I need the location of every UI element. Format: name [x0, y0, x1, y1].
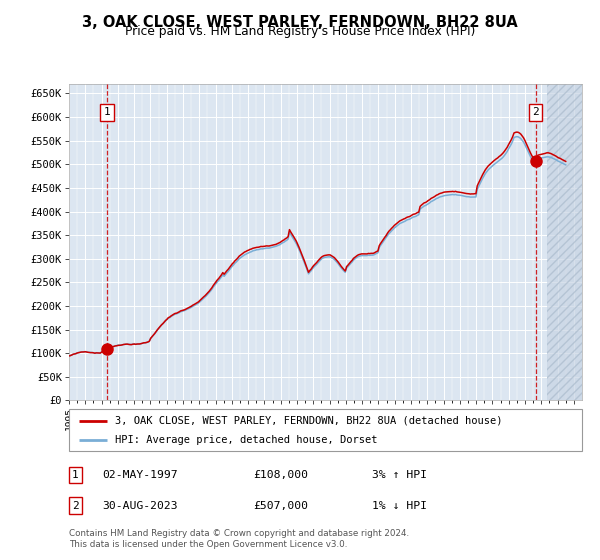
Text: 2: 2 — [72, 501, 79, 511]
Text: 3, OAK CLOSE, WEST PARLEY, FERNDOWN, BH22 8UA: 3, OAK CLOSE, WEST PARLEY, FERNDOWN, BH2… — [82, 15, 518, 30]
Text: 3% ↑ HPI: 3% ↑ HPI — [371, 470, 427, 480]
Text: 1% ↓ HPI: 1% ↓ HPI — [371, 501, 427, 511]
Text: 1: 1 — [104, 108, 110, 118]
Text: 02-MAY-1997: 02-MAY-1997 — [103, 470, 178, 480]
Text: 30-AUG-2023: 30-AUG-2023 — [103, 501, 178, 511]
Text: 1: 1 — [72, 470, 79, 480]
Bar — [547, 84, 582, 400]
Text: 2: 2 — [532, 108, 539, 118]
Text: Contains HM Land Registry data © Crown copyright and database right 2024.
This d: Contains HM Land Registry data © Crown c… — [69, 529, 409, 549]
Text: 3, OAK CLOSE, WEST PARLEY, FERNDOWN, BH22 8UA (detached house): 3, OAK CLOSE, WEST PARLEY, FERNDOWN, BH2… — [115, 416, 503, 426]
Text: HPI: Average price, detached house, Dorset: HPI: Average price, detached house, Dors… — [115, 435, 377, 445]
Text: Price paid vs. HM Land Registry's House Price Index (HPI): Price paid vs. HM Land Registry's House … — [125, 25, 475, 38]
Text: £507,000: £507,000 — [254, 501, 308, 511]
Text: £108,000: £108,000 — [254, 470, 308, 480]
